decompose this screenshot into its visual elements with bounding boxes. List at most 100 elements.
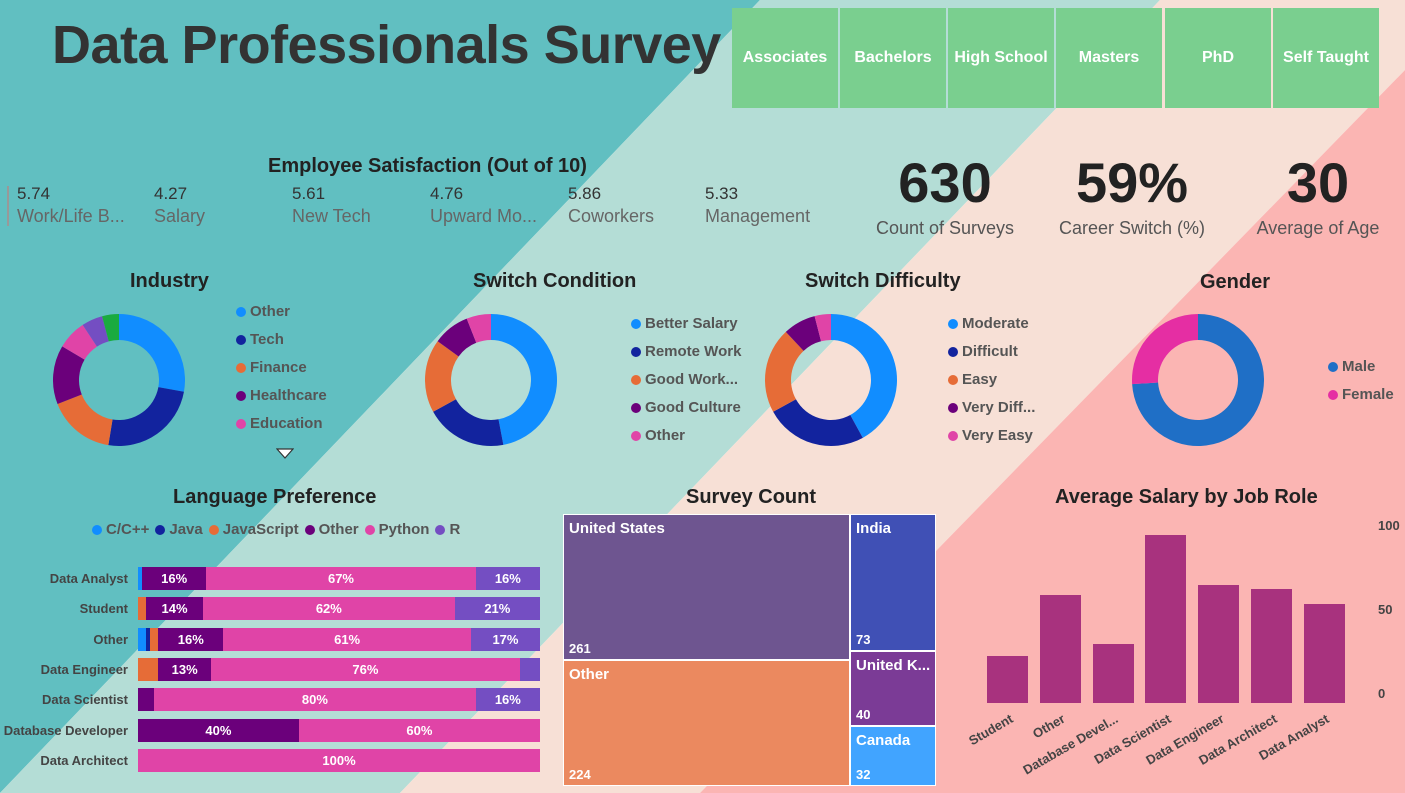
switch_difficulty-slice-very-easy[interactable] — [814, 314, 831, 342]
legend-item[interactable]: Other — [631, 427, 685, 444]
language-legend-item[interactable]: Java — [155, 521, 203, 538]
legend-item[interactable]: Very Diff... — [948, 399, 1035, 416]
legend-label: Easy — [962, 371, 998, 388]
language-bar-segment[interactable]: 67% — [206, 567, 476, 590]
legend-item[interactable]: Remote Work — [631, 343, 741, 360]
legend-item[interactable]: Male — [1328, 358, 1375, 375]
legend-item[interactable]: Difficult — [948, 343, 1018, 360]
language-bar-segment[interactable]: 16% — [475, 688, 540, 712]
satisfaction-value: 5.61 — [292, 184, 326, 203]
legend-dot-icon — [208, 524, 219, 535]
legend-item[interactable]: Finance — [236, 359, 307, 376]
switch_difficulty-slice-moderate[interactable] — [831, 314, 897, 438]
treemap-tile-value: 73 — [856, 632, 871, 647]
legend-label: C/C++ — [106, 521, 150, 538]
legend-label: Python — [378, 521, 430, 538]
language-legend: C/C++ Java JavaScript Other Python R — [92, 521, 460, 538]
language-bar-segment[interactable]: 80% — [154, 688, 476, 712]
legend-item[interactable]: Education — [236, 415, 323, 432]
treemap-tile-label: United K... — [856, 657, 931, 674]
legend-label: Finance — [250, 359, 307, 376]
language-bar-segment[interactable]: 13% — [158, 657, 212, 681]
slicer-high-school[interactable]: High School — [948, 8, 1054, 108]
industry-slice-other[interactable] — [119, 314, 185, 392]
page-title: Data Professionals Survey — [52, 15, 721, 75]
salary-bar[interactable] — [1092, 644, 1134, 703]
language-bar-segment[interactable]: 16% — [158, 627, 224, 651]
industry-slice-healthcare[interactable] — [53, 346, 85, 405]
kpi-value: 59% — [1075, 151, 1189, 214]
salary-bar[interactable] — [987, 655, 1028, 703]
language-legend-item[interactable]: C/C++ — [92, 521, 149, 538]
switch_condition-slice-better-salary[interactable] — [491, 314, 558, 445]
language-bar-segment[interactable]: 40% — [138, 718, 299, 742]
kpi-label: Career Switch (%) — [1058, 218, 1206, 238]
legend-item[interactable]: Easy — [948, 371, 997, 388]
legend-item[interactable]: Very Easy — [948, 427, 1033, 444]
slicer-masters[interactable]: Masters — [1056, 8, 1162, 108]
switch_difficulty-slice-easy[interactable] — [765, 331, 804, 412]
language-bar-segment[interactable] — [138, 627, 147, 651]
language-bar-segment[interactable]: 14% — [146, 597, 203, 621]
treemap-tile-canada[interactable]: Canada 32 — [850, 726, 936, 786]
salary-bar[interactable] — [1303, 603, 1345, 703]
industry-slice-finance[interactable] — [57, 394, 113, 446]
legend-item[interactable]: Female — [1328, 386, 1394, 403]
switch_difficulty-slice-difficult[interactable] — [773, 399, 863, 446]
legend-item[interactable]: Better Salary — [631, 315, 738, 332]
switch_condition-slice-other[interactable] — [466, 314, 491, 343]
language-bar-segment[interactable]: 16% — [475, 567, 540, 590]
language-bar-segment[interactable]: 76% — [211, 657, 520, 681]
language-bar-segment[interactable] — [150, 627, 159, 651]
language-bar-segment[interactable]: 21% — [454, 597, 540, 621]
gender-slice-female[interactable] — [1132, 314, 1198, 385]
language-legend-item[interactable]: Python — [364, 521, 430, 538]
treemap-tile-label: India — [856, 520, 892, 537]
legend-item[interactable]: Tech — [236, 331, 284, 348]
satisfaction-value: 5.74 — [17, 184, 51, 203]
switch_difficulty-slice-very-diff[interactable] — [785, 316, 822, 351]
language-bar-segment[interactable] — [138, 688, 155, 712]
satisfaction-label: Coworkers — [568, 206, 655, 226]
language-bar-segment[interactable]: 17% — [470, 627, 540, 651]
salary-bar[interactable] — [1251, 588, 1292, 703]
slicer-phd[interactable]: PhD — [1165, 8, 1271, 108]
gender-slice-male[interactable] — [1132, 314, 1265, 446]
language-bar-segment[interactable]: 62% — [202, 597, 455, 621]
treemap-tile-other[interactable]: Other 224 — [563, 660, 850, 786]
language-legend-item[interactable]: Other — [304, 521, 359, 538]
treemap-tile-united-k[interactable]: United K... 40 — [850, 651, 936, 726]
switch_condition-slice-remote-work[interactable] — [433, 399, 504, 446]
slicer-bachelors[interactable]: Bachelors — [840, 8, 946, 108]
treemap-tile-india[interactable]: India 73 — [850, 514, 936, 651]
language-legend-item[interactable]: JavaScript — [208, 521, 299, 538]
scroll-down-icon[interactable] — [276, 448, 294, 460]
language-bar-segment[interactable]: 100% — [138, 748, 540, 772]
salary-bar[interactable] — [1198, 585, 1240, 703]
language-bar-segment[interactable]: 60% — [298, 718, 540, 742]
language-bar-segment[interactable] — [138, 597, 147, 621]
switch_condition-slice-good-culture[interactable] — [437, 318, 477, 357]
industry-slice[interactable] — [102, 314, 119, 342]
language-bar-segment[interactable] — [146, 627, 151, 651]
slicer-associates[interactable]: Associates — [732, 8, 838, 108]
industry-slice[interactable] — [82, 316, 109, 347]
slicer-self-taught[interactable]: Self Taught — [1273, 8, 1379, 108]
language-bar-segment[interactable] — [138, 657, 159, 681]
legend-item[interactable]: Good Culture — [631, 399, 741, 416]
legend-item[interactable]: Other — [236, 303, 290, 320]
legend-item[interactable]: Good Work... — [631, 371, 738, 388]
language-bar-segment[interactable] — [138, 567, 143, 590]
language-bar-segment[interactable]: 61% — [223, 627, 471, 651]
industry-slice-tech[interactable] — [108, 387, 184, 446]
language-bar-segment[interactable]: 16% — [142, 567, 207, 590]
treemap-tile-united-states[interactable]: United States 261 — [563, 514, 850, 660]
salary-bar[interactable] — [1039, 595, 1081, 703]
language-legend-item[interactable]: R — [435, 521, 460, 538]
switch_condition-slice-good-work[interactable] — [425, 341, 459, 412]
language-bar-segment[interactable] — [519, 657, 540, 681]
legend-item[interactable]: Moderate — [948, 315, 1029, 332]
legend-item[interactable]: Healthcare — [236, 387, 327, 404]
salary-bar[interactable] — [1145, 535, 1187, 703]
industry-slice-education[interactable] — [62, 324, 97, 360]
